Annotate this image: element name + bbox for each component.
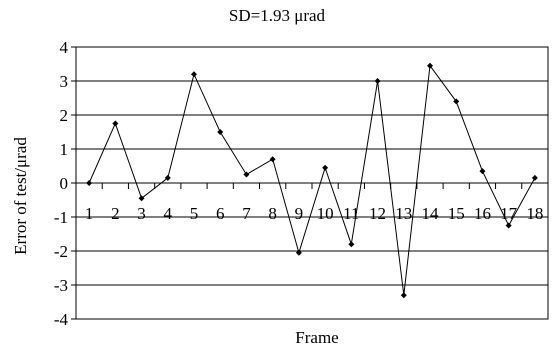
data-point (269, 156, 276, 163)
data-point (138, 195, 145, 202)
x-tick-label: 6 (216, 204, 225, 223)
data-point (112, 120, 119, 127)
data-point (505, 222, 512, 229)
data-point (243, 171, 250, 178)
y-tick-label: 0 (60, 174, 69, 193)
data-point (479, 168, 486, 175)
y-tick-label: 3 (60, 72, 69, 91)
data-point (322, 164, 329, 171)
data-point (374, 78, 381, 84)
x-tick-label: 16 (474, 204, 491, 223)
x-tick-label: 17 (500, 204, 518, 223)
data-point (295, 249, 302, 256)
data-point (217, 129, 224, 135)
x-tick-label: 8 (268, 204, 277, 223)
x-tick-label: 18 (526, 204, 543, 223)
x-tick-label: 13 (395, 204, 412, 223)
y-tick-label: -1 (54, 208, 68, 227)
x-tick-label: 14 (422, 204, 440, 223)
data-point (531, 174, 538, 181)
x-tick-label: 15 (448, 204, 465, 223)
data-point (191, 71, 197, 78)
data-point (86, 180, 93, 186)
y-tick-label: -3 (54, 276, 68, 295)
y-tick-label: 1 (60, 140, 69, 159)
data-point (164, 174, 171, 181)
x-tick-label: 3 (137, 204, 146, 223)
data-point (348, 241, 355, 248)
x-tick-label: 10 (317, 204, 334, 223)
x-tick-label: 7 (242, 204, 251, 223)
x-tick-label: 2 (111, 204, 120, 223)
y-axis-label: Error of test/μrad (11, 137, 30, 255)
x-tick-label: 5 (190, 204, 199, 223)
chart-title: SD=1.93 μrad (228, 6, 326, 25)
y-tick-label: -4 (54, 310, 69, 329)
x-axis-label: Frame (295, 328, 339, 347)
y-tick-label: 4 (60, 38, 69, 57)
x-tick-label: 4 (164, 204, 173, 223)
x-tick-label: 1 (85, 204, 94, 223)
x-tick-label: 9 (295, 204, 304, 223)
y-tick-label: 2 (60, 106, 69, 125)
data-point (400, 292, 407, 299)
data-point (427, 62, 433, 69)
y-tick-label: -2 (54, 242, 68, 261)
data-point (453, 98, 460, 105)
series-line (88, 64, 536, 296)
x-tick-label: 12 (369, 204, 386, 223)
